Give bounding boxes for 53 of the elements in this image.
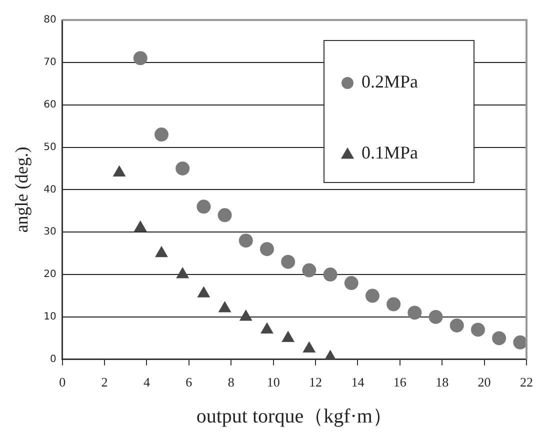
point [513, 335, 526, 350]
y-tick-label: 30 [44, 226, 56, 238]
x-tick-label: 0 [59, 374, 66, 390]
x-tick-label: 12 [309, 374, 322, 390]
point [218, 301, 231, 312]
y-tick-label: 40 [44, 184, 56, 196]
y-tick-label: 50 [44, 142, 56, 153]
point [198, 286, 210, 298]
y-tick-label: 10 [44, 312, 56, 323]
legend-label: 0.2MPa [362, 72, 418, 92]
point [365, 288, 380, 303]
x-tick-label: 14 [351, 374, 365, 390]
point [282, 331, 294, 342]
point [154, 128, 168, 142]
x-axis-title: output torque（kgf·m） [196, 405, 392, 428]
x-tick-label: 2 [101, 374, 108, 390]
point [134, 220, 147, 232]
point [155, 246, 168, 258]
point [492, 331, 506, 346]
x-tick-label: 10 [266, 374, 280, 390]
y-tick-label: 20 [44, 269, 56, 280]
point [281, 254, 296, 269]
legend-label: 0.1MPa [362, 142, 418, 163]
point [302, 263, 316, 278]
point [428, 310, 443, 324]
point [323, 268, 338, 282]
y-tick-label: 60 [44, 99, 56, 110]
y-tick-label: 80 [44, 14, 56, 26]
x-tick-label: 22 [520, 374, 533, 390]
point [196, 200, 211, 214]
point [260, 242, 274, 256]
point [133, 51, 148, 66]
y-axis-title: angle (deg.) [12, 146, 32, 233]
x-tick-label: 20 [478, 374, 491, 390]
x-tick-label: 8 [228, 374, 234, 390]
point [176, 161, 190, 176]
point [303, 342, 316, 353]
x-tick-label: 6 [186, 374, 193, 390]
y-tick-label: 0 [50, 354, 56, 365]
x-tick-label: 4 [143, 374, 150, 390]
point [240, 310, 252, 321]
point [386, 297, 401, 312]
point [470, 322, 485, 337]
point [176, 268, 189, 278]
point [238, 234, 253, 248]
point [344, 276, 358, 290]
y-tick-label: 70 [44, 57, 56, 68]
point [450, 318, 464, 332]
point [408, 306, 422, 320]
point [260, 322, 274, 334]
x-tick-label: 18 [436, 374, 449, 390]
x-tick-label: 16 [393, 374, 407, 390]
point [218, 208, 232, 222]
